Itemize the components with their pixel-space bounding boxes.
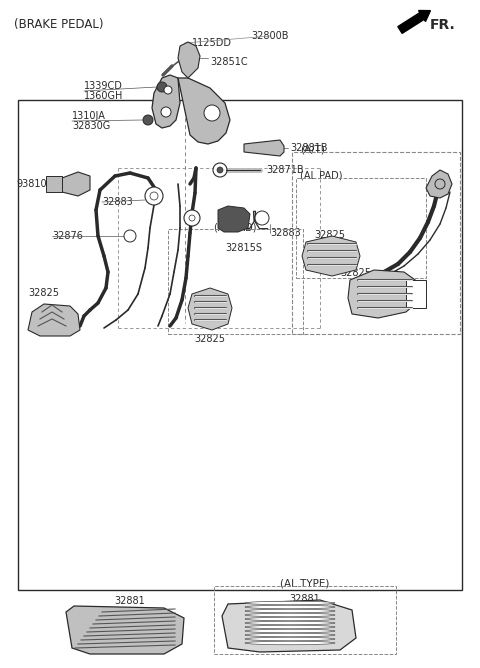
- Text: 32825: 32825: [194, 334, 226, 344]
- Circle shape: [435, 179, 445, 189]
- Polygon shape: [66, 606, 184, 654]
- Text: 32881: 32881: [289, 594, 320, 604]
- Circle shape: [255, 211, 269, 225]
- Ellipse shape: [245, 633, 335, 637]
- Circle shape: [145, 187, 163, 205]
- Text: 32800B: 32800B: [251, 31, 289, 41]
- Ellipse shape: [245, 625, 335, 629]
- Circle shape: [204, 105, 220, 121]
- Text: (AL TYPE): (AL TYPE): [280, 578, 330, 588]
- Circle shape: [164, 86, 172, 94]
- Bar: [292, 152, 460, 334]
- Text: 93810A: 93810A: [16, 179, 53, 189]
- Polygon shape: [218, 206, 250, 232]
- Text: 32871B: 32871B: [266, 165, 304, 175]
- Polygon shape: [178, 78, 230, 144]
- Polygon shape: [222, 600, 356, 652]
- Text: 32825: 32825: [314, 230, 346, 240]
- Bar: [214, 586, 396, 654]
- Circle shape: [184, 210, 200, 226]
- Bar: [406, 280, 426, 308]
- Ellipse shape: [245, 605, 335, 609]
- Polygon shape: [178, 42, 200, 78]
- Text: FR.: FR.: [430, 18, 456, 32]
- Polygon shape: [188, 288, 232, 330]
- Text: 1339CD: 1339CD: [84, 81, 123, 91]
- Text: (A/T): (A/T): [300, 144, 325, 154]
- Polygon shape: [244, 140, 284, 156]
- Circle shape: [157, 82, 167, 92]
- Ellipse shape: [245, 641, 335, 645]
- Polygon shape: [302, 236, 360, 276]
- Text: 32881: 32881: [115, 596, 145, 606]
- Polygon shape: [152, 75, 180, 128]
- Text: 32876: 32876: [52, 231, 83, 241]
- Text: (AL PAD): (AL PAD): [300, 170, 343, 180]
- Text: 32825: 32825: [28, 288, 59, 298]
- Bar: [296, 178, 426, 278]
- Circle shape: [143, 115, 153, 125]
- Ellipse shape: [245, 637, 335, 641]
- Bar: [18, 100, 462, 590]
- Ellipse shape: [245, 601, 335, 605]
- Circle shape: [124, 230, 136, 242]
- Text: 1310JA: 1310JA: [72, 111, 106, 121]
- Circle shape: [189, 215, 195, 221]
- Circle shape: [161, 107, 171, 117]
- Circle shape: [150, 192, 158, 200]
- Text: 1125DD: 1125DD: [192, 38, 232, 48]
- Bar: [46, 176, 62, 192]
- Text: 32883: 32883: [102, 197, 133, 207]
- Circle shape: [217, 167, 223, 173]
- Polygon shape: [348, 270, 420, 318]
- Ellipse shape: [245, 613, 335, 617]
- Polygon shape: [426, 170, 452, 198]
- Ellipse shape: [245, 609, 335, 613]
- Text: 32825: 32825: [340, 268, 371, 278]
- Bar: [168, 229, 303, 334]
- Polygon shape: [62, 172, 90, 196]
- Text: 32815S: 32815S: [225, 243, 262, 253]
- Circle shape: [213, 163, 227, 177]
- Ellipse shape: [245, 617, 335, 621]
- Text: (BRAKE PEDAL): (BRAKE PEDAL): [14, 18, 104, 31]
- FancyArrow shape: [398, 11, 431, 33]
- Text: (AL PAD): (AL PAD): [214, 222, 256, 232]
- Text: 32851C: 32851C: [210, 57, 248, 67]
- Text: 1360GH: 1360GH: [84, 91, 123, 101]
- Text: 32881B: 32881B: [290, 143, 327, 153]
- Text: 32830G: 32830G: [72, 121, 110, 131]
- Ellipse shape: [245, 621, 335, 625]
- Polygon shape: [28, 304, 80, 336]
- Ellipse shape: [245, 629, 335, 633]
- Text: 32883: 32883: [270, 228, 301, 238]
